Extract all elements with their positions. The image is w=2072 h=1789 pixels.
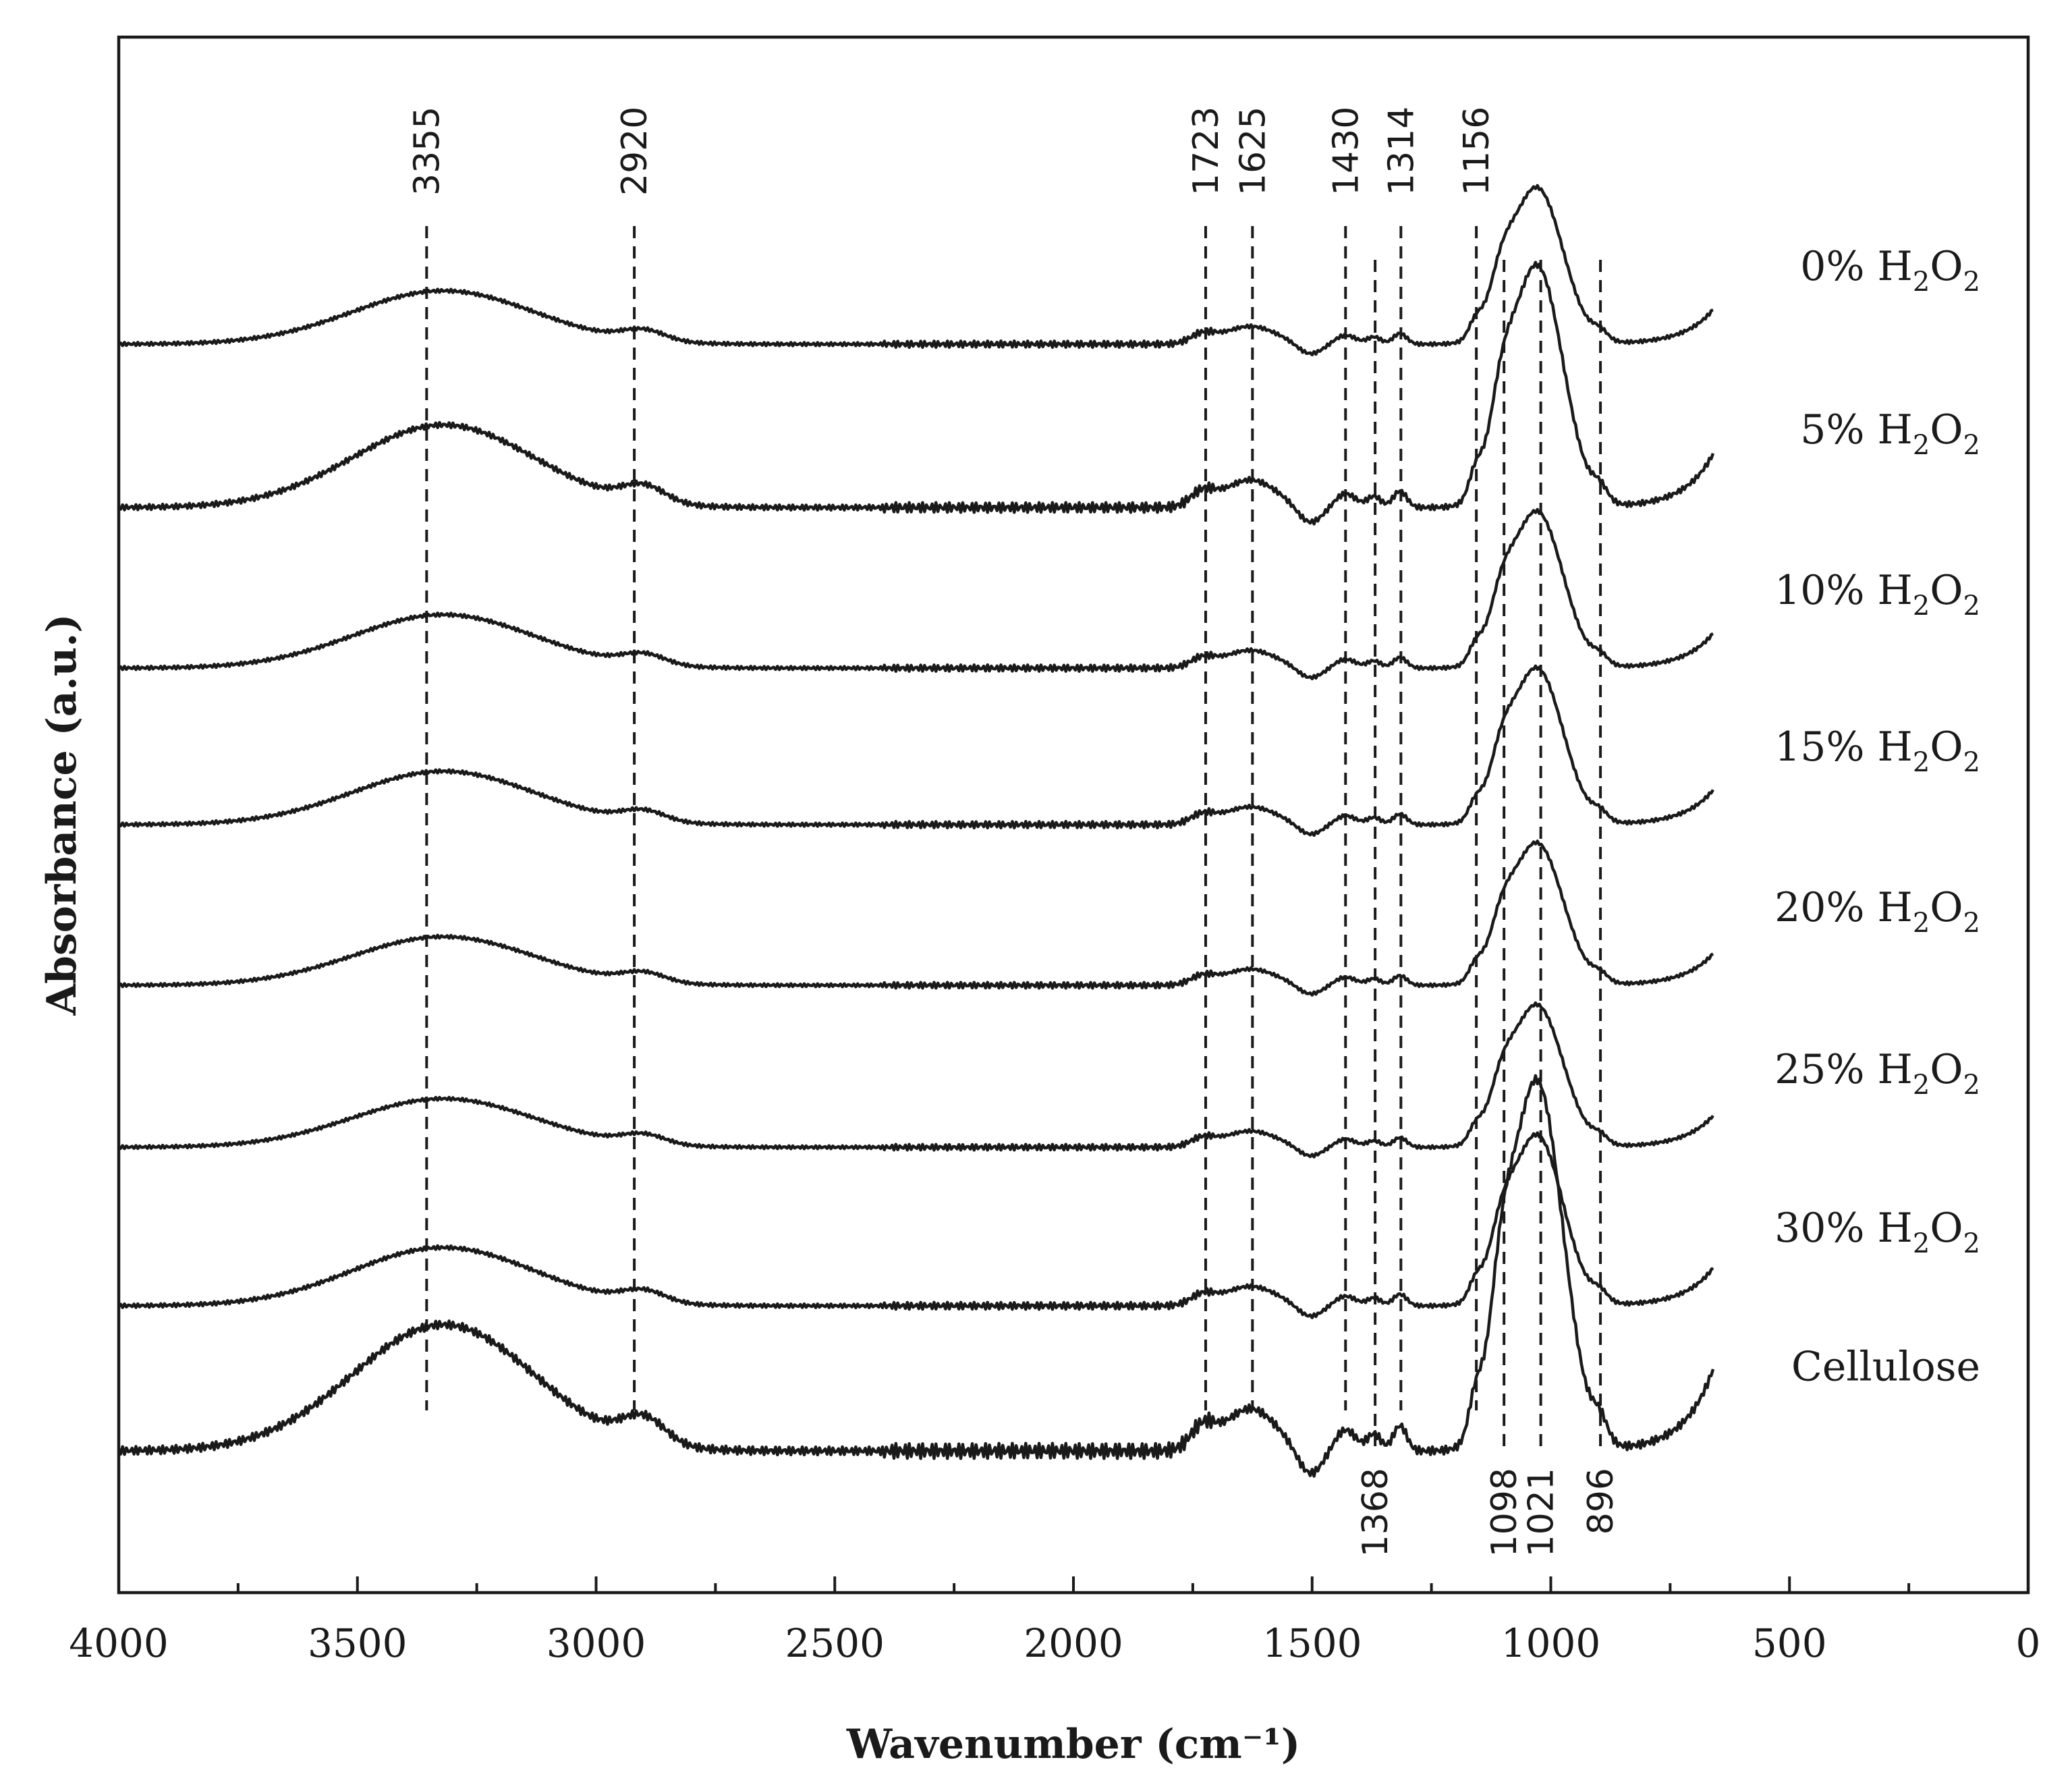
series-label-text: O (1930, 406, 1963, 453)
y-axis-title: Absorbance (a.u.) (38, 613, 86, 1016)
series-label-subscript: 2 (1963, 747, 1980, 778)
series-label-text: O (1930, 1205, 1963, 1252)
x-tick-label: 2500 (785, 1620, 885, 1666)
series-label: 15% H2O2 (1774, 723, 1980, 778)
series-label-text: O (1930, 243, 1963, 290)
series-label-subscript: 2 (1963, 590, 1980, 622)
series-label-text: 15% H (1774, 723, 1913, 771)
peak-label-1625: 1625 (1233, 107, 1273, 196)
series-label-text: O (1930, 723, 1963, 771)
x-axis-title: Wavenumber (cm⁻¹) (846, 1721, 1300, 1768)
peak-marker-lines (425, 226, 1602, 1451)
x-tick-label: 0 (2016, 1620, 2041, 1666)
series-label-subscript: 2 (1963, 1070, 1980, 1101)
spectrum-line (117, 1074, 1715, 1478)
series-label-text: O (1930, 884, 1963, 931)
x-axis-ticks (117, 1576, 2029, 1593)
series-label-text: 25% H (1774, 1046, 1913, 1093)
series-label-subscript: 2 (1963, 908, 1980, 939)
series-label: 5% H2O2 (1800, 406, 1980, 461)
spectrum-line (117, 260, 1715, 526)
peak-label-1021: 1021 (1521, 1468, 1562, 1557)
peak-labels: 3355 2920 1723 1625 1430 1314 1156 1368 10981021… (407, 107, 1621, 1558)
peak-label-2920: 2920 (615, 107, 655, 196)
peak-label-1723: 1723 (1186, 107, 1227, 196)
series-label-text: Cellulose (1791, 1344, 1980, 1391)
x-tick-label: 4000 (69, 1620, 169, 1666)
series-label-subscript: 2 (1913, 747, 1930, 778)
series-label-text: O (1930, 1046, 1963, 1093)
peak-label-1156: 1156 (1457, 107, 1497, 196)
series-label: Cellulose (1791, 1344, 1980, 1391)
peak-label-1098: 1098 (1484, 1468, 1525, 1557)
x-axis-tick-labels: 4000 3500 3000 2500 2000 1500 1000 500 0 (69, 1620, 2040, 1666)
x-tick-label: 3000 (547, 1620, 646, 1666)
spectrum-line (117, 507, 1714, 681)
spectrum-line (117, 664, 1714, 837)
peak-label-3355: 3355 (407, 107, 447, 196)
series-label-text: 0% H (1800, 243, 1913, 290)
series-label-subscript: 2 (1913, 590, 1930, 622)
series-label-text: 30% H (1774, 1205, 1913, 1252)
x-tick-label: 1500 (1262, 1620, 1362, 1666)
spectrum-line (117, 1131, 1714, 1319)
plot-frame (117, 35, 2030, 1595)
series-label-text: 5% H (1800, 406, 1913, 453)
peak-label-1314: 1314 (1381, 107, 1422, 196)
series-label-subscript: 2 (1913, 430, 1930, 461)
series-label: 30% H2O2 (1774, 1205, 1980, 1259)
series-label-text: 10% H (1774, 567, 1913, 614)
spectrum-line (117, 1001, 1714, 1159)
peak-label-1368: 1368 (1355, 1468, 1396, 1557)
peak-label-1430: 1430 (1326, 107, 1366, 196)
x-tick-label: 2000 (1024, 1620, 1123, 1666)
series-label: 20% H2O2 (1774, 884, 1980, 939)
spectra-group (117, 184, 1715, 1478)
x-tick-label: 3500 (308, 1620, 408, 1666)
series-label: 10% H2O2 (1774, 567, 1980, 622)
x-tick-label: 1000 (1501, 1620, 1601, 1666)
series-label: 0% H2O2 (1800, 243, 1980, 298)
series-label-subscript: 2 (1963, 267, 1980, 298)
series-label: 25% H2O2 (1774, 1046, 1980, 1101)
series-label-text: 20% H (1774, 884, 1913, 931)
series-label-subscript: 2 (1913, 1228, 1930, 1259)
x-tick-label: 500 (1752, 1620, 1827, 1666)
series-label-subscript: 2 (1913, 267, 1930, 298)
spectrum-line (117, 840, 1714, 997)
series-label-text: O (1930, 567, 1963, 614)
series-label-subscript: 2 (1963, 430, 1980, 461)
series-label-subscript: 2 (1913, 1070, 1930, 1101)
series-label-subscript: 2 (1963, 1228, 1980, 1259)
peak-label-896: 896 (1581, 1468, 1621, 1535)
spectrum-line (117, 184, 1714, 357)
series-label-subscript: 2 (1913, 908, 1930, 939)
